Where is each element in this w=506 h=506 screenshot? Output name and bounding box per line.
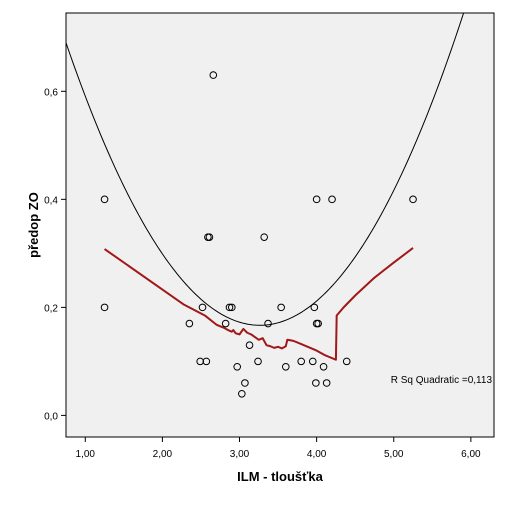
x-tick-label: 3,00 xyxy=(230,449,250,460)
x-axis-title: ILM - tloušťka xyxy=(237,469,323,484)
data-point xyxy=(312,195,321,204)
data-point xyxy=(221,319,230,328)
data-point xyxy=(245,341,254,349)
data-point xyxy=(322,379,331,387)
y-tick-label: 0,0 xyxy=(44,411,58,422)
data-point xyxy=(238,389,246,398)
data-point xyxy=(198,303,207,312)
y-tick-label: 0,2 xyxy=(44,303,58,314)
y-axis-title: předop ZO xyxy=(26,192,41,258)
loess-line xyxy=(103,247,414,361)
data-point xyxy=(314,319,322,328)
data-point xyxy=(308,357,317,366)
points-layer xyxy=(100,71,417,398)
plot-area xyxy=(66,13,494,437)
data-point xyxy=(202,357,211,366)
data-point xyxy=(254,357,262,366)
quadratic-fit-line xyxy=(66,13,465,326)
x-tick-label: 2,00 xyxy=(153,449,173,460)
data-point xyxy=(233,362,241,371)
data-point xyxy=(277,303,285,312)
data-point xyxy=(185,319,194,328)
data-point xyxy=(264,319,272,328)
data-point xyxy=(328,195,336,204)
data-point xyxy=(100,195,109,204)
data-point xyxy=(260,233,268,241)
y-tick-label: 0,4 xyxy=(44,195,58,206)
data-point xyxy=(225,303,234,312)
data-point xyxy=(409,195,417,204)
data-point xyxy=(310,303,319,312)
data-point xyxy=(281,362,290,371)
data-point xyxy=(205,233,214,241)
data-point xyxy=(342,357,351,366)
data-point xyxy=(228,303,236,312)
data-point xyxy=(312,379,320,387)
loess-layer xyxy=(103,247,414,361)
x-axis: 1,00 2,00 3,00 4,00 5,00 6,00 xyxy=(76,437,481,460)
data-point xyxy=(209,71,218,79)
x-tick-label: 1,00 xyxy=(76,449,96,460)
plot-frame xyxy=(65,12,495,438)
x-tick-label: 5,00 xyxy=(384,449,404,460)
x-tick-label: 4,00 xyxy=(307,449,327,460)
r-squared-annotation: R Sq Quadratic =0,113 xyxy=(391,375,493,386)
x-tick-label: 6,00 xyxy=(461,449,481,460)
fit-layer xyxy=(66,13,465,326)
data-point xyxy=(241,379,249,387)
y-tick-label: 0,6 xyxy=(44,87,58,98)
y-axis: 0,0 0,2 0,4 0,6 xyxy=(44,87,66,422)
data-point xyxy=(297,357,306,366)
data-point xyxy=(319,362,328,371)
data-point xyxy=(100,303,109,312)
